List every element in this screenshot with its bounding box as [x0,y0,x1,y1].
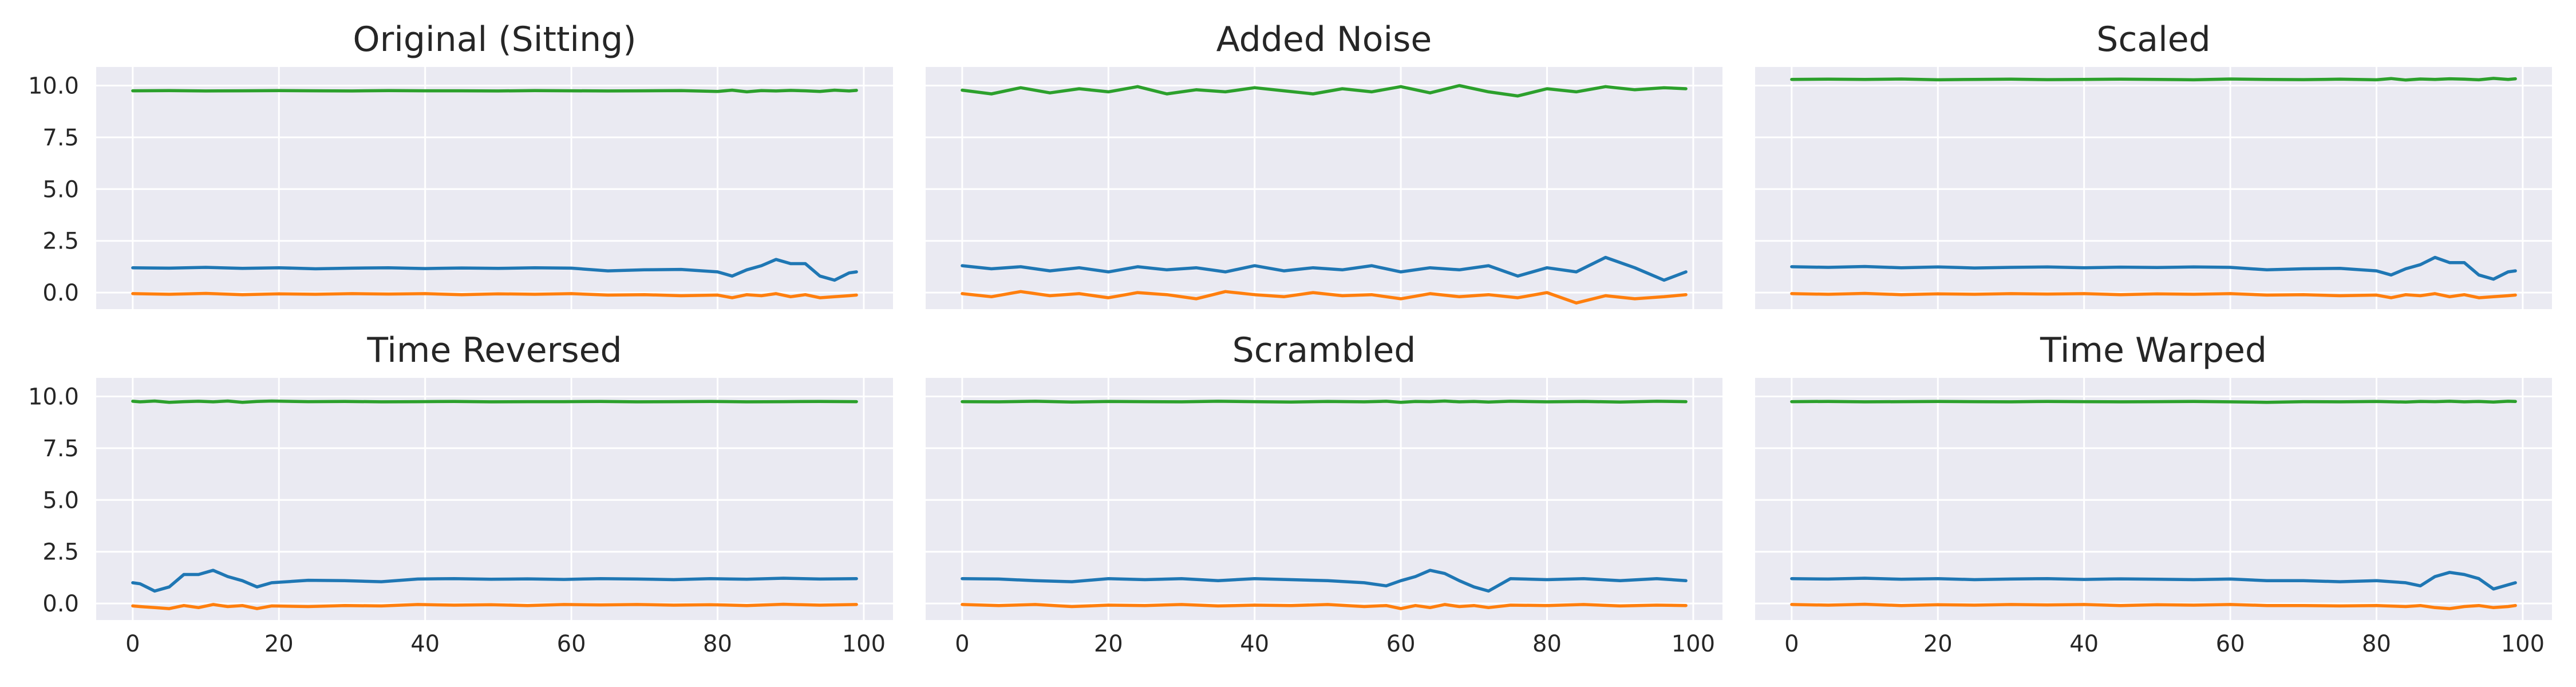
x-tick-label: 60 [1386,631,1416,657]
x-tick-label: 100 [1672,631,1715,657]
y-tick-label: 5.0 [42,176,79,203]
x-tick-label: 100 [842,631,886,657]
x-tick-label: 20 [264,631,294,657]
plot-area [1755,67,2552,309]
x-tick-label: 40 [1240,631,1269,657]
subplot-title: Scaled [2096,19,2211,60]
subplot-6: Time Warped 0 20 40 60 80 100 [1755,330,2552,657]
x-tick-label: 80 [703,631,732,657]
plot-area [96,67,893,309]
series-line-2 [1790,571,2517,591]
subplot-3: Scaled [1755,19,2552,309]
series-line-2 [961,255,1688,282]
series-line-1 [961,399,1688,404]
x-tick-label: 60 [557,631,586,657]
x-tick-label: 80 [1532,631,1562,657]
y-tick-label: 2.5 [42,228,79,255]
series-line-2 [131,568,858,593]
x-tick-label: 0 [955,631,969,657]
y-tick-label: 5.0 [42,487,79,514]
plot-area [1755,378,2552,620]
x-tick-label: 80 [2362,631,2391,657]
x-tick-label: 0 [1784,631,1799,657]
y-tick-label: 2.5 [42,539,79,566]
x-tick-label: 40 [2069,631,2099,657]
y-tick-label: 0.0 [42,280,79,306]
subplot-title: Original (Sitting) [353,19,636,60]
subplot-1: Original (Sitting) 0.0 2.5 5.0 7.5 10.0 [28,19,893,309]
x-tick-label: 0 [125,631,140,657]
y-tick-label: 10.0 [28,73,79,100]
series-line-1 [961,84,1688,98]
x-tick-label: 20 [1923,631,1953,657]
series-line-2 [1790,255,2517,281]
plot-area [926,378,1722,620]
series-line-1 [131,399,858,404]
y-tick-label: 7.5 [42,125,79,151]
subplot-title: Scrambled [1232,330,1416,370]
plot-area [96,378,893,620]
subplot-title: Added Noise [1216,19,1432,60]
series-line-3 [1790,291,2517,299]
series-line-1 [1790,400,2517,404]
x-tick-label: 100 [2501,631,2545,657]
series-line-2 [961,568,1688,593]
x-tick-label: 40 [410,631,440,657]
series-line-1 [131,88,858,94]
series-line-3 [131,602,858,610]
subplot-4: Time Reversed 0.0 2.5 5.0 7.5 10.0 0 20 40 60 80 10… [28,330,893,657]
series-line-2 [131,258,858,282]
x-tick-label: 20 [1094,631,1123,657]
plot-area [926,67,1722,309]
subplot-5: Scrambled 0 20 40 60 80 100 [926,330,1722,657]
subplot-title: Time Warped [2040,330,2267,370]
series-line-3 [961,290,1688,305]
series-line-1 [1790,77,2517,82]
y-tick-label: 0.0 [42,591,79,617]
subplot-title: Time Reversed [366,330,622,370]
series-line-3 [1790,602,2517,610]
y-tick-label: 10.0 [28,384,79,410]
x-tick-label: 60 [2216,631,2245,657]
subplot-2: Added Noise [926,19,1722,309]
y-tick-label: 7.5 [42,436,79,462]
series-line-3 [131,291,858,299]
series-line-3 [961,603,1688,610]
